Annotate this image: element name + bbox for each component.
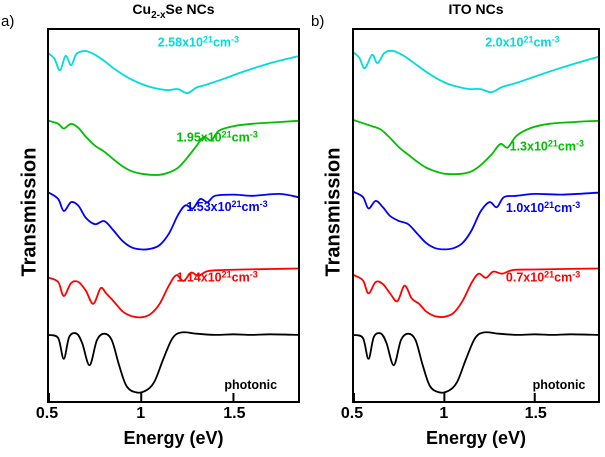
x-axis-label-b: Energy (eV)	[425, 428, 527, 448]
series-label-cyan-2.0e21: 2.0x1021cm-3	[485, 35, 559, 50]
x-tick-label: 0.5	[35, 405, 59, 422]
x-tick-label: 1	[439, 405, 449, 422]
series-label-black-photonic: photonic	[224, 378, 277, 392]
series-label-red-1.14e21: 1.14x1021cm-3	[176, 270, 257, 285]
series-label-blue-1.53e21: 1.53x1021cm-3	[186, 199, 267, 214]
series-label-black-photonic: photonic	[533, 378, 586, 392]
series-label-green-1.3e21: 1.3x1021cm-3	[510, 139, 584, 154]
series-curve-blue-1.0e21	[354, 191, 598, 251]
panel-a-title-subscript: 2-x	[151, 10, 166, 21]
series-label-green-1.95e21: 1.95x1021cm-3	[176, 129, 257, 144]
series-curve-black-photonic	[49, 331, 298, 394]
series-curve-red-0.7e21	[354, 267, 598, 318]
panel-a-title-prefix: Cu	[132, 1, 152, 17]
series-label-cyan-2.58e21: 2.58x1021cm-3	[158, 35, 239, 50]
x-tick-labels-b: 0.5 1 1.5	[341, 405, 600, 425]
x-tick-label: 1	[136, 405, 146, 422]
panel-b-label: b)	[311, 13, 325, 30]
plot-area-a: 2.58x1021cm-3 1.95x1021cm-3 1.53x1021cm-3 1…	[47, 28, 300, 403]
plot-area-b: 2.0x1021cm-3 1.3x1021cm-3 1.0x1021cm-3 0.7x…	[352, 28, 600, 403]
series-curve-red-1.14e21	[49, 267, 298, 319]
panel-b-title-prefix: ITO NCs	[448, 1, 504, 17]
series-curve-blue-1.53e21	[49, 191, 298, 251]
series-curve-cyan-2.58e21	[49, 50, 298, 95]
series-curve-green-1.3e21	[354, 119, 598, 176]
x-tick-labels-a: 0.5 1 1.5	[36, 405, 300, 425]
series-curve-black-photonic	[354, 331, 598, 394]
x-tick-label: 1.5	[524, 405, 547, 422]
panel-a-title-suffix: Se NCs	[165, 1, 215, 17]
series-curve-cyan-2.0e21	[354, 49, 598, 94]
chart-a: 2.58x1021cm-3 1.95x1021cm-3 1.53x1021cm-3 1…	[49, 35, 298, 401]
x-axis-label-a: Energy (eV)	[123, 428, 224, 448]
y-axis-label-a: Transmission	[18, 147, 41, 277]
x-tick-label: 1.5	[223, 405, 246, 422]
panel-a-title: Cu2-xSe NCs	[47, 1, 300, 21]
series-label-red-0.7e21: 0.7x1021cm-3	[506, 270, 580, 285]
chart-b: 2.0x1021cm-3 1.3x1021cm-3 1.0x1021cm-3 0.7x…	[354, 35, 598, 401]
series-curve-green-1.95e21	[49, 119, 298, 176]
x-tick-label: 0.5	[340, 405, 364, 422]
panel-b-title: ITO NCs	[352, 1, 600, 17]
y-axis-label-b: Transmission	[322, 147, 345, 277]
panel-a-label: a)	[1, 13, 15, 30]
series-label-blue-1.0e21: 1.0x1021cm-3	[506, 200, 580, 215]
